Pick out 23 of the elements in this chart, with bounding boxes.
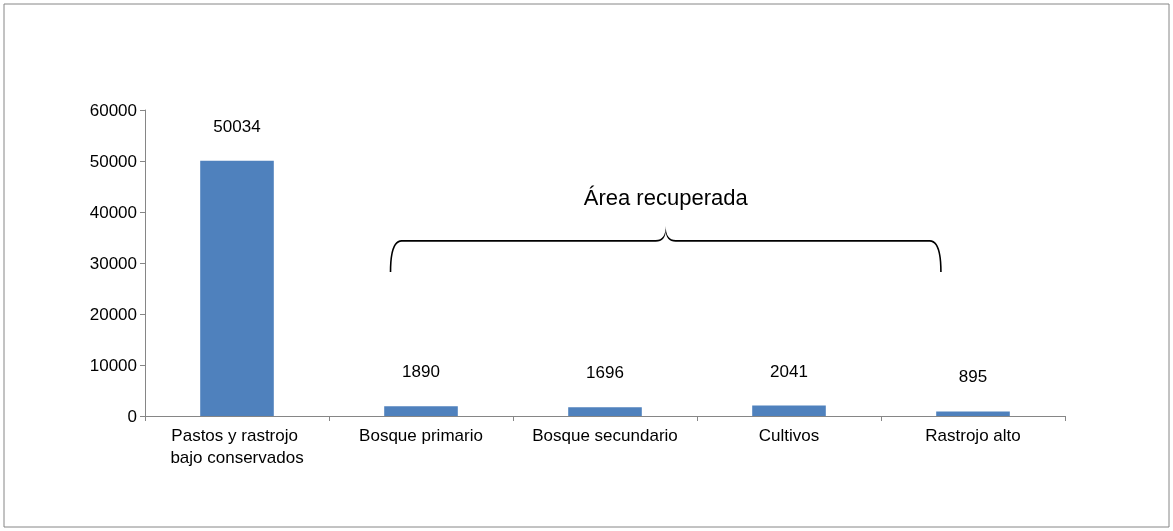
bar [200, 160, 274, 416]
data-label: 1696 [586, 363, 624, 383]
data-label: 50034 [213, 116, 261, 136]
y-tick-label: 40000 [89, 202, 137, 222]
annotation: Área recuperada [583, 184, 749, 210]
y-tick-label: 0 [127, 406, 137, 426]
bar [568, 407, 642, 416]
x-tick-label: Pastos y rastrojo bajo conservados [170, 425, 304, 467]
x-tick-label: Bosque secundario [532, 425, 678, 445]
bar [936, 411, 1010, 416]
y-tick-label: 20000 [89, 304, 137, 324]
y-tick-label: 50000 [89, 151, 137, 171]
x-tick-label: Cultivos [758, 425, 820, 445]
y-tick-label: 30000 [89, 253, 137, 273]
y-tick-label: 60000 [89, 100, 137, 120]
data-label: 1890 [402, 362, 440, 382]
x-tick-label: Rastrojo alto [925, 425, 1021, 445]
x-tick-label: Bosque primario [359, 425, 483, 445]
y-tick-label: 10000 [89, 355, 137, 375]
data-label: 2041 [770, 361, 808, 381]
bar [384, 406, 458, 416]
data-label: 895 [958, 367, 988, 387]
bar [752, 405, 826, 416]
